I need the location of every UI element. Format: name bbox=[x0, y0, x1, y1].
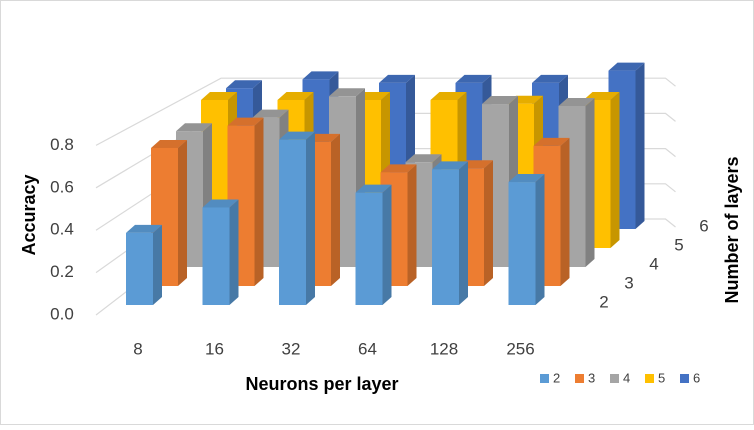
x-tick-label: 8 bbox=[133, 339, 142, 358]
bar bbox=[355, 192, 383, 305]
bar-top bbox=[430, 92, 467, 100]
bar-side bbox=[484, 160, 493, 286]
bar bbox=[508, 182, 536, 305]
bar-top bbox=[432, 161, 468, 170]
bar-side bbox=[153, 224, 162, 305]
bar-top bbox=[151, 139, 187, 148]
bar-side bbox=[178, 139, 187, 286]
bar-top bbox=[202, 199, 239, 208]
bar bbox=[126, 232, 153, 305]
bar-side bbox=[585, 97, 595, 267]
bar-top bbox=[252, 109, 289, 118]
bar-top bbox=[329, 88, 365, 97]
bar-side bbox=[382, 184, 392, 305]
bar-top bbox=[558, 97, 595, 106]
y-tick-label: 0.8 bbox=[50, 135, 74, 154]
bar-top bbox=[279, 131, 315, 140]
bar-side bbox=[254, 117, 264, 286]
bar bbox=[432, 169, 459, 305]
bar-side bbox=[560, 137, 570, 286]
bar-side bbox=[610, 92, 620, 248]
legend-swatch bbox=[540, 374, 549, 383]
legend-label: 3 bbox=[588, 370, 595, 385]
x-tick-label: 64 bbox=[358, 339, 377, 358]
legend-swatch bbox=[575, 374, 584, 383]
bar-top bbox=[176, 123, 212, 132]
x-axis-title: Neurons per layer bbox=[245, 374, 398, 394]
bar-top bbox=[355, 184, 392, 193]
y-tick-label: 0.0 bbox=[50, 304, 74, 323]
bar-top bbox=[226, 80, 262, 89]
bar-side bbox=[459, 161, 468, 305]
bar-3d bbox=[126, 224, 162, 305]
legend-swatch bbox=[645, 374, 654, 383]
y-tick-label: 0.4 bbox=[50, 220, 74, 239]
legend-label: 2 bbox=[553, 370, 560, 385]
bar-side bbox=[535, 174, 545, 305]
bar-top bbox=[277, 92, 314, 100]
bar bbox=[279, 139, 306, 305]
x-tick-label: 128 bbox=[430, 339, 458, 358]
bar-top bbox=[227, 117, 264, 126]
z-tick-label: 2 bbox=[599, 292, 608, 311]
bar-3d bbox=[151, 139, 187, 286]
bar-top bbox=[405, 154, 442, 163]
legend-label: 4 bbox=[623, 370, 630, 385]
legend-swatch bbox=[680, 374, 689, 383]
bar-3d bbox=[279, 131, 315, 305]
z-axis-title: Number of layers bbox=[722, 156, 742, 303]
x-tick-label: 16 bbox=[205, 339, 224, 358]
bar-3d bbox=[202, 199, 239, 305]
bar-top bbox=[126, 224, 162, 233]
bar-top bbox=[380, 164, 417, 173]
x-tick-label: 256 bbox=[506, 339, 534, 358]
bar-3d bbox=[508, 174, 545, 305]
bar-3d bbox=[355, 184, 392, 305]
bar-side bbox=[229, 199, 239, 305]
bar-side bbox=[331, 133, 340, 286]
bar-top bbox=[532, 74, 568, 83]
bar-top bbox=[608, 62, 645, 71]
bar bbox=[202, 207, 230, 305]
bar-side bbox=[306, 131, 315, 305]
z-tick-label: 4 bbox=[649, 254, 658, 273]
y-tick-label: 0.2 bbox=[50, 262, 74, 281]
z-tick-label: 3 bbox=[624, 273, 633, 292]
bar-side bbox=[635, 62, 645, 229]
z-tick-label: 5 bbox=[674, 235, 683, 254]
bar-3d bbox=[432, 161, 468, 305]
grid-line bbox=[95, 77, 676, 146]
bar-top bbox=[379, 74, 415, 83]
bar-top bbox=[201, 92, 237, 100]
x-tick-label: 32 bbox=[282, 339, 301, 358]
bar-top bbox=[302, 71, 339, 80]
legend-label: 5 bbox=[658, 370, 665, 385]
legend-swatch bbox=[610, 374, 619, 383]
bar-top bbox=[508, 174, 545, 183]
legend-label: 6 bbox=[693, 370, 700, 385]
y-tick-label: 0.6 bbox=[50, 177, 74, 196]
bar-top bbox=[455, 74, 492, 83]
bar-side bbox=[407, 164, 417, 286]
bar-top bbox=[533, 137, 570, 146]
bar-top bbox=[482, 96, 518, 105]
y-axis-title: Accuracy bbox=[19, 174, 39, 255]
z-tick-label: 6 bbox=[699, 216, 708, 235]
